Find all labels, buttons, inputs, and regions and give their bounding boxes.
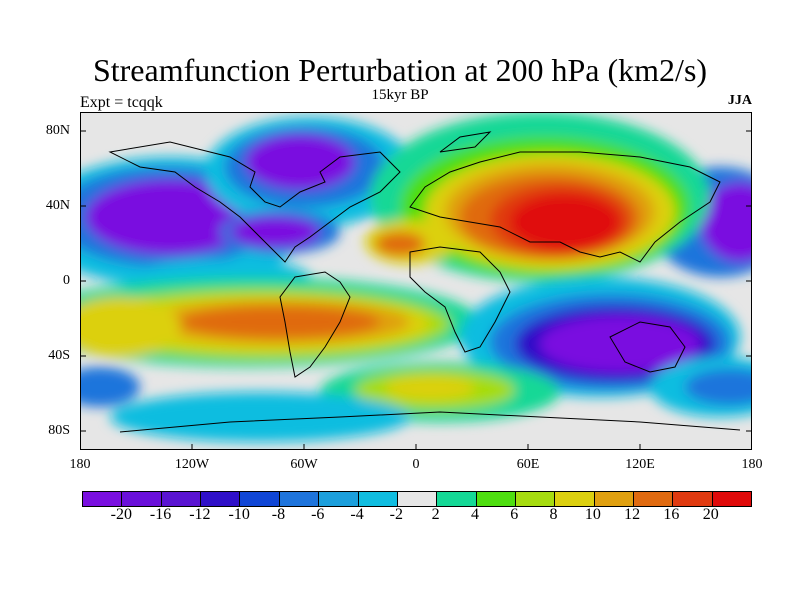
lon-label-180w: 180 bbox=[69, 457, 91, 472]
coastlines bbox=[108, 131, 741, 433]
colorbar-label: -12 bbox=[189, 506, 211, 523]
colorbar-label: 20 bbox=[702, 506, 719, 523]
colorbar-swatch bbox=[555, 492, 595, 506]
lat-label-80s: 80S bbox=[48, 423, 70, 438]
colorbar-swatch bbox=[161, 492, 202, 506]
colorbar-label: 4 bbox=[470, 506, 479, 523]
season-label: JJA bbox=[727, 93, 752, 108]
map-panel bbox=[80, 112, 752, 450]
streamfunction-map bbox=[80, 112, 752, 450]
lon-label-120w: 120W bbox=[174, 457, 210, 472]
colorbar-swatch bbox=[240, 492, 280, 506]
colorbar-swatch bbox=[712, 492, 752, 506]
colorbar bbox=[82, 491, 752, 507]
colorbar-label: -2 bbox=[389, 506, 403, 523]
colorbar-swatch bbox=[83, 492, 123, 506]
colorbar-label: -10 bbox=[228, 506, 250, 523]
colorbar-swatch bbox=[476, 492, 516, 506]
lon-label-180e: 180 bbox=[741, 457, 763, 472]
chart-title: Streamfunction Perturbation at 200 hPa (… bbox=[92, 52, 708, 88]
lat-label-40s: 40S bbox=[48, 348, 70, 363]
colorbar-label: -16 bbox=[149, 506, 172, 523]
lon-label-60e: 60E bbox=[516, 457, 540, 472]
contour-fields bbox=[80, 112, 752, 442]
colorbar-swatch bbox=[437, 492, 477, 506]
experiment-label: Expt = tcqqk bbox=[80, 94, 163, 111]
colorbar-label: 8 bbox=[549, 506, 558, 523]
colorbar-label: -6 bbox=[311, 506, 325, 523]
lat-label-40n: 40N bbox=[45, 198, 70, 213]
colorbar-swatch bbox=[201, 492, 241, 506]
colorbar-swatch bbox=[279, 492, 320, 506]
colorbar-label: 12 bbox=[624, 506, 641, 523]
colorbar-label: 16 bbox=[663, 506, 680, 523]
lon-label-60w: 60W bbox=[290, 457, 318, 472]
lon-label-120e: 120E bbox=[625, 457, 655, 472]
colorbar-swatch bbox=[122, 492, 162, 506]
colorbar-swatch bbox=[634, 492, 674, 506]
axis-ticks bbox=[80, 130, 752, 450]
chart-subtitle: 15kyr BP bbox=[371, 87, 429, 103]
colorbar-label: -8 bbox=[271, 506, 286, 523]
colorbar-label: 2 bbox=[431, 506, 440, 523]
colorbar-swatch bbox=[397, 492, 438, 506]
lat-label-80n: 80N bbox=[45, 123, 70, 138]
colorbar-label: -20 bbox=[110, 506, 132, 523]
colorbar-swatch bbox=[515, 492, 556, 506]
lon-label-0: 0 bbox=[412, 457, 420, 472]
colorbar-swatch bbox=[358, 492, 398, 506]
colorbar-swatch bbox=[319, 492, 359, 506]
colorbar-label: 6 bbox=[510, 506, 519, 523]
lat-label-eq: 0 bbox=[63, 273, 70, 288]
colorbar-swatch bbox=[594, 492, 635, 506]
colorbar-label: 10 bbox=[584, 506, 601, 523]
colorbar-swatch bbox=[673, 492, 713, 506]
colorbar-label: -4 bbox=[350, 506, 364, 523]
